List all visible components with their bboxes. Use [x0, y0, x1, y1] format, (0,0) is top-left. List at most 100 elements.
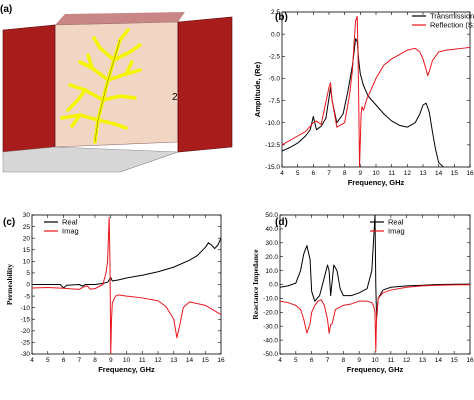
series-line-1: [32, 237, 221, 289]
x-tick-label: 15: [202, 357, 210, 364]
x-tick-label: 11: [387, 357, 394, 364]
panel-label-c: (c): [3, 217, 15, 228]
y-tick-label: -10: [21, 305, 31, 312]
x-tick-label: 4: [280, 170, 284, 177]
y-tick-label: 10: [23, 259, 31, 266]
y-tick-label: -40.0: [263, 337, 278, 344]
y-tick-label: 25: [23, 224, 31, 231]
y-tick-label: -5.0: [269, 76, 281, 83]
y-tick-label: 50.0: [265, 212, 278, 219]
x-tick-label: 6: [310, 357, 314, 364]
y-tick-label: -15: [21, 316, 31, 323]
y-tick-label: -7.5: [269, 98, 281, 105]
x-tick-label: 11: [139, 357, 146, 364]
x-axis-label: Frequency, GHz: [98, 365, 155, 374]
legend-label-2: Reflection (S11): [430, 21, 474, 30]
series-group: [282, 15, 470, 167]
x-tick-label: 8: [342, 357, 346, 364]
left-plate: [2, 24, 56, 153]
y-axis-label: Reactance Impedance: [251, 249, 260, 320]
x-tick-label: 14: [435, 170, 443, 177]
x-tick-label: 4: [278, 357, 282, 364]
x-tick-label: 4: [30, 357, 34, 364]
bottom-base: [2, 146, 179, 173]
x-tick-label: 13: [419, 170, 427, 177]
charts: (b) 4 5 6 7 8 9 10 11 12 13 14 15 16 2.5 0.0 -2.5 -5.0 -7.…: [3, 9, 474, 374]
series-line-1: [282, 38, 444, 167]
y-tick-label: -20.0: [263, 310, 278, 317]
legend-label-2: Imag: [62, 227, 79, 236]
x-tick-label: 7: [327, 170, 331, 177]
y-tick-label: 30: [23, 212, 31, 219]
panel-label-a: (a): [0, 4, 12, 15]
base-edge: [119, 151, 179, 173]
x-tick-label: 6: [312, 170, 316, 177]
x-tick-label: 16: [466, 357, 474, 364]
y-tick-label: -50.0: [263, 351, 278, 358]
y-tick-label: 0.0: [269, 282, 278, 289]
y-tick-label: -30.0: [263, 323, 278, 330]
y-tick-label: -2.5: [269, 53, 281, 60]
series-group: [32, 216, 221, 354]
x-tick-label: 14: [186, 357, 194, 364]
panel-label-d: (d): [275, 217, 288, 228]
x-tick-label: 11: [388, 170, 395, 177]
y-tick-label: 5: [26, 270, 30, 277]
x-tick-label: 10: [372, 170, 380, 177]
y-tick-label: 0: [26, 282, 30, 289]
x-tick-label: 15: [451, 357, 459, 364]
chart-panel-c: (c) 4 5 6 7 8 9 10 11 12 13 14 15 16 30 25 20 15 10 5 0 -5 -10…: [3, 212, 225, 374]
y-axis-label: Permeability: [5, 264, 14, 305]
x-axis-label: Frequency, GHz: [347, 365, 404, 374]
panel-a: (a) 2: [0, 4, 233, 173]
x-tick-label: 9: [357, 357, 361, 364]
x-tick-label: 13: [170, 357, 178, 364]
dimension-label: 2: [172, 92, 178, 103]
x-tick-label: 8: [343, 170, 347, 177]
legend-label-1: Real: [388, 218, 404, 227]
y-tick-label: 20.0: [265, 254, 278, 261]
legend-label-1: Real: [62, 218, 78, 227]
y-tick-label: 40.0: [265, 226, 278, 233]
chart-panel-d: (d) 4 5 6 7 8 9 10 11 12 13 14 15 16 50.0 40.0 30.0 20.0 1…: [251, 212, 474, 374]
series-line-2: [32, 216, 221, 354]
y-tick-label: -12.5: [265, 142, 280, 149]
x-tick-label: 16: [217, 357, 225, 364]
series-group: [280, 215, 470, 352]
series-line-1: [280, 215, 470, 320]
y-tick-label: -15.0: [265, 164, 280, 171]
x-axis-label: Frequency, GHz: [348, 178, 405, 187]
x-tick-label: 5: [46, 357, 50, 364]
x-tick-label: 14: [435, 357, 443, 364]
y-tick-label: -10.0: [263, 296, 278, 303]
y-tick-label: 2.5: [271, 9, 280, 16]
legend-label-2: Imag: [388, 227, 405, 236]
y-tick-label: -5: [24, 293, 30, 300]
x-tick-label: 12: [403, 357, 411, 364]
chart-panel-b: (b) 4 5 6 7 8 9 10 11 12 13 14 15 16 2.5 0.0 -2.5 -5.0 -7.…: [253, 9, 474, 187]
legend-label-1: Transmission (S21): [430, 12, 474, 21]
y-tick-label: -10.0: [265, 120, 280, 127]
y-tick-label: 30.0: [265, 240, 278, 247]
x-tick-label: 5: [296, 170, 300, 177]
x-tick-label: 10: [371, 357, 379, 364]
right-plate: [177, 16, 233, 153]
x-tick-label: 7: [77, 357, 81, 364]
y-tick-label: -20: [21, 328, 31, 335]
panel-label-b: (b): [275, 12, 288, 23]
x-tick-label: 13: [419, 357, 427, 364]
y-tick-label: 10.0: [265, 268, 278, 275]
y-tick-label: 20: [23, 235, 31, 242]
x-tick-label: 7: [326, 357, 330, 364]
y-tick-label: 0.0: [271, 31, 280, 38]
x-tick-label: 9: [109, 357, 113, 364]
x-tick-label: 8: [93, 357, 97, 364]
plot-frame: [281, 11, 471, 168]
x-tick-label: 6: [62, 357, 66, 364]
fractal-outline: [94, 39, 121, 143]
x-tick-label: 12: [154, 357, 162, 364]
y-tick-label: 15: [23, 247, 31, 254]
x-tick-label: 15: [451, 170, 459, 177]
y-axis-label: Amplitude, (Re): [253, 61, 262, 117]
